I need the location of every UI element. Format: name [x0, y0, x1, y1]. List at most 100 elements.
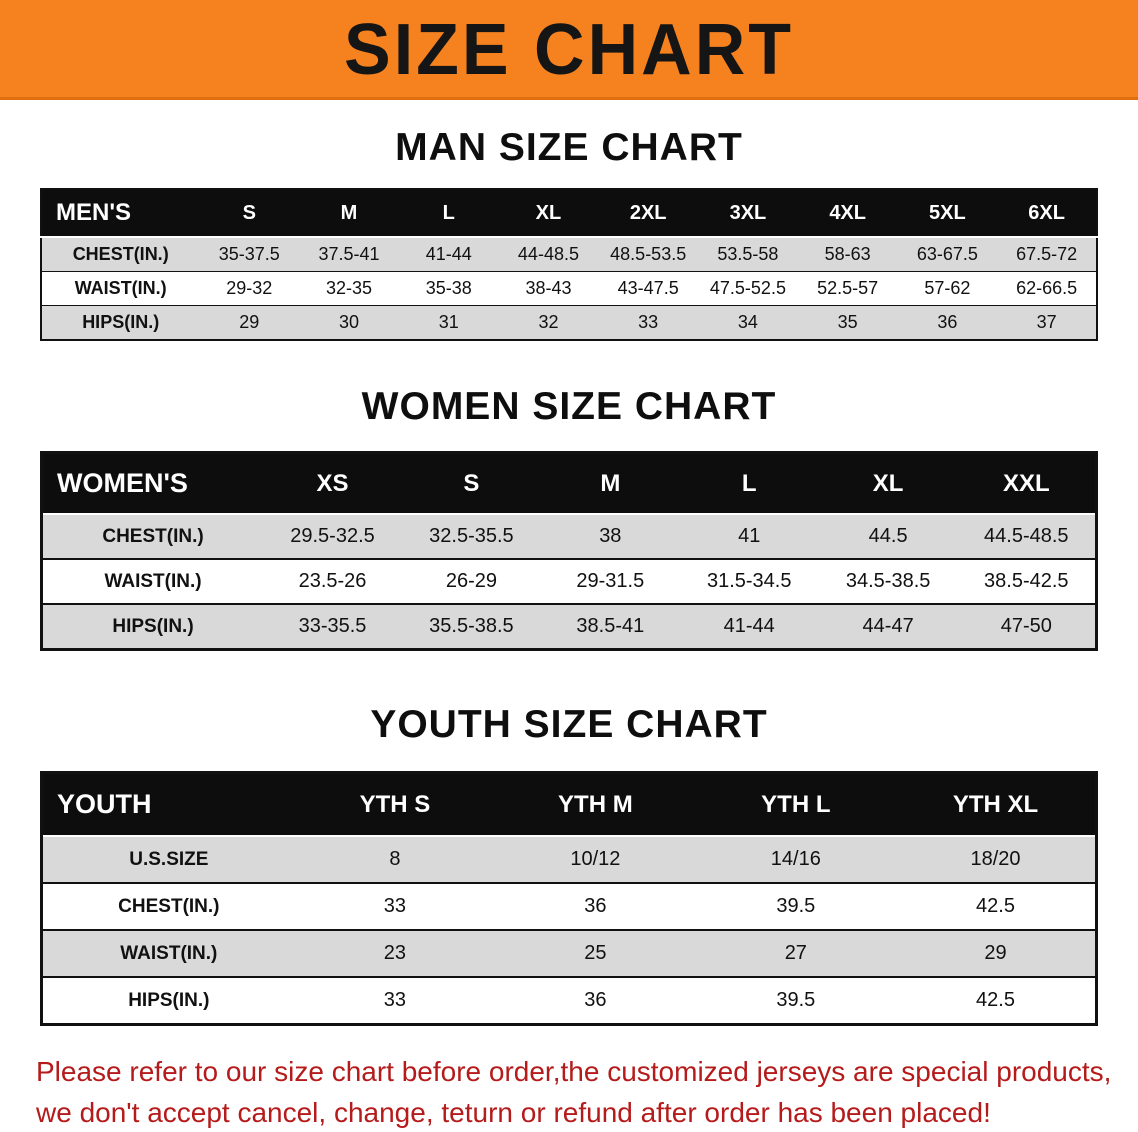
- value-cell: 52.5-57: [817, 278, 879, 298]
- value-cell: 39.5: [776, 895, 816, 917]
- value-cell: 27: [784, 942, 807, 964]
- youth-size-table: YOUTH YTH S YTH M YTH L YTH XL U.S.SIZE 8 10/12…: [40, 771, 1098, 1026]
- row-label-cell: U.S.SIZE: [129, 848, 209, 870]
- banner-title: SIZE CHART: [344, 7, 794, 90]
- row-label-cell: HIPS(IN.): [112, 615, 194, 637]
- value-cell: 29-32: [226, 278, 273, 298]
- youth-table-title-cell: YOUTH: [41, 772, 295, 837]
- men-table-row: CHEST(IN.) 35-37.5 37.5-41 41-44 44-48.5 48.5…: [41, 237, 1097, 272]
- men-header-row: MEN'S S M L XL 2XL 3XL 4XL 5XL 6XL: [41, 189, 1097, 238]
- disclaimer-line-2: we don't accept cancel, change, teturn o…: [36, 1096, 991, 1128]
- value-cell: 29-31.5: [576, 570, 645, 592]
- value-cell: 57-62: [924, 278, 971, 298]
- value-cell: 44.5-48.5: [984, 525, 1069, 547]
- youth-section-heading: YOUTH SIZE CHART: [370, 703, 768, 746]
- youth-table-row: WAIST(IN.) 23 25 27 29: [41, 930, 1097, 977]
- disclaimer: Please refer to our size chart before or…: [0, 1052, 1138, 1132]
- men-size-table: MEN'S S M L XL 2XL 3XL 4XL 5XL 6XL CHEST(IN.) 35-37…: [40, 188, 1098, 341]
- value-cell: 62-66.5: [1016, 278, 1078, 298]
- value-cell: 29: [984, 942, 1007, 964]
- men-size-header-cell: 4XL: [797, 189, 898, 238]
- value-cell: 36: [584, 895, 607, 917]
- women-size-section: WOMEN SIZE CHART WOMEN'S XS S M L XL XXL CHEST(I…: [0, 385, 1138, 651]
- women-size-header-cell: M: [540, 452, 680, 515]
- row-label-cell: CHEST(IN.): [102, 525, 204, 547]
- women-table-title-cell: WOMEN'S: [41, 452, 264, 515]
- value-cell: 29.5-32.5: [290, 525, 375, 547]
- value-cell: 23: [383, 942, 407, 964]
- men-table-row: HIPS(IN.) 29 30 31 32 33 34 35 36 37: [41, 305, 1097, 340]
- value-cell: 35-37.5: [218, 244, 280, 264]
- row-label-cell: CHEST(IN.): [118, 895, 220, 917]
- youth-table-row: HIPS(IN.) 33 36 39.5 42.5: [41, 977, 1097, 1025]
- youth-size-header-cell: YTH L: [695, 772, 897, 837]
- value-cell: 35: [837, 312, 858, 332]
- women-header-row: WOMEN'S XS S M L XL XXL: [41, 452, 1097, 515]
- value-cell: 67.5-72: [1016, 244, 1078, 264]
- value-cell: 33-35.5: [298, 615, 367, 637]
- women-table-row: HIPS(IN.) 33-35.5 35.5-38.5 38.5-41 41-44 44-…: [41, 604, 1097, 650]
- row-label-cell: WAIST(IN.): [74, 278, 167, 298]
- row-label-cell: HIPS(IN.): [128, 989, 210, 1011]
- row-label-cell: WAIST(IN.): [120, 942, 218, 964]
- value-cell: 44-48.5: [517, 244, 579, 264]
- value-cell: 33: [638, 312, 659, 332]
- women-size-header-cell: XS: [263, 452, 402, 515]
- women-size-header-cell: S: [401, 452, 541, 515]
- value-cell: 47.5-52.5: [709, 278, 786, 298]
- men-size-header-cell: M: [299, 189, 399, 238]
- men-table-title-cell: MEN'S: [41, 189, 200, 238]
- value-cell: 41-44: [723, 615, 775, 637]
- value-cell: 29: [239, 312, 260, 332]
- value-cell: 31: [438, 312, 459, 332]
- value-cell: 48.5-53.5: [610, 244, 687, 264]
- value-cell: 33: [383, 989, 407, 1011]
- value-cell: 34: [737, 312, 758, 332]
- men-size-header-cell: 3XL: [698, 189, 798, 238]
- youth-size-header-cell: YTH M: [495, 772, 696, 837]
- value-cell: 8: [389, 848, 401, 870]
- women-size-table: WOMEN'S XS S M L XL XXL CHEST(IN.) 29.5-32.5 32.5…: [40, 451, 1098, 651]
- value-cell: 47-50: [1000, 615, 1052, 637]
- value-cell: 10/12: [570, 848, 621, 870]
- women-table-row: WAIST(IN.) 23.5-26 26-29 29-31.5 31.5-34.5 34…: [41, 559, 1097, 604]
- men-size-header-cell: 6XL: [997, 189, 1097, 238]
- value-cell: 53.5-58: [717, 244, 779, 264]
- women-size-header-cell: L: [679, 452, 819, 515]
- value-cell: 38.5-41: [576, 615, 645, 637]
- value-cell: 38: [599, 525, 622, 547]
- value-cell: 35-38: [425, 278, 472, 298]
- value-cell: 14/16: [770, 848, 821, 870]
- women-table-row: CHEST(IN.) 29.5-32.5 32.5-35.5 38 41 44.5 44.5…: [41, 514, 1097, 559]
- value-cell: 44-47: [862, 615, 914, 637]
- value-cell: 41: [738, 525, 761, 547]
- value-cell: 37: [1036, 312, 1057, 332]
- value-cell: 36: [584, 989, 607, 1011]
- row-label-cell: CHEST(IN.): [72, 244, 169, 264]
- value-cell: 39.5: [776, 989, 816, 1011]
- men-size-header-cell: L: [398, 189, 499, 238]
- men-size-header-cell: XL: [498, 189, 599, 238]
- value-cell: 32-35: [325, 278, 373, 298]
- value-cell: 63-67.5: [916, 244, 978, 264]
- value-cell: 34.5-38.5: [845, 570, 931, 592]
- value-cell: 44.5: [868, 525, 908, 547]
- value-cell: 26-29: [445, 570, 497, 592]
- youth-size-section: YOUTH SIZE CHART YOUTH YTH S YTH M YTH L YTH …: [0, 703, 1138, 1026]
- men-section-heading: MAN SIZE CHART: [395, 126, 743, 169]
- value-cell: 32.5-35.5: [429, 525, 514, 547]
- men-size-header-cell: 2XL: [598, 189, 699, 238]
- value-cell: 30: [338, 312, 359, 332]
- youth-table-row: U.S.SIZE 8 10/12 14/16 18/20: [41, 836, 1097, 883]
- value-cell: 41-44: [425, 244, 472, 264]
- row-label-cell: HIPS(IN.): [82, 312, 160, 332]
- men-size-header-cell: 5XL: [897, 189, 998, 238]
- value-cell: 42.5: [976, 989, 1015, 1011]
- value-cell: 31.5-34.5: [706, 570, 792, 592]
- women-size-header-cell: XL: [818, 452, 958, 515]
- value-cell: 35.5-38.5: [429, 615, 514, 637]
- value-cell: 33: [383, 895, 407, 917]
- banner: SIZE CHART: [0, 0, 1138, 100]
- women-section-heading: WOMEN SIZE CHART: [361, 385, 777, 428]
